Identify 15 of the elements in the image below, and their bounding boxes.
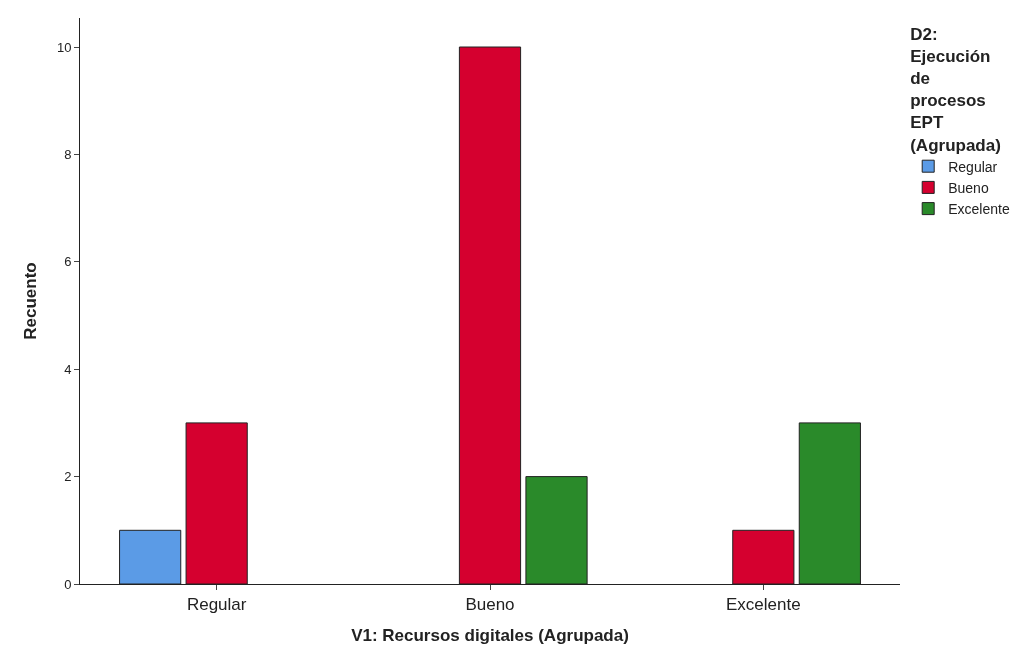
x-axis-title: V1: Recursos digitales (Agrupada) — [351, 625, 629, 645]
y-tick-label: 0 — [64, 576, 72, 592]
x-tick-label: Regular — [186, 595, 247, 615]
y-tick-label: 8 — [64, 146, 72, 162]
y-tick-label: 10 — [56, 39, 72, 55]
legend-title: D2: Ejecución de procesos EPT (Agrupada) — [910, 25, 1001, 155]
legend-label: Regular — [948, 158, 998, 175]
y-tick-label: 6 — [64, 254, 72, 270]
y-tick-label: 4 — [64, 361, 72, 377]
y-axis-title: Recuento — [21, 262, 41, 340]
legend-label: Bueno — [948, 179, 989, 196]
legend-label: Excelente — [948, 201, 1010, 218]
x-tick-label: Excelente — [725, 595, 801, 615]
y-tick-label: 2 — [64, 469, 72, 485]
x-tick-label: Bueno — [465, 595, 515, 615]
